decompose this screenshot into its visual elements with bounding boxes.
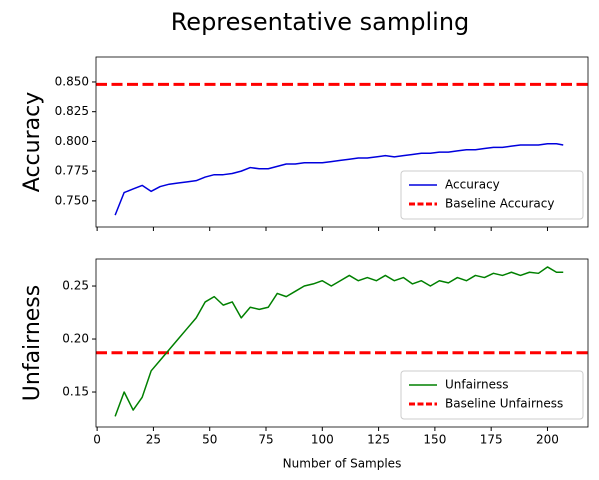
axes-frame — [95, 258, 589, 428]
x-tick-label: 0 — [93, 433, 101, 447]
legend-box — [400, 170, 584, 220]
legend-label: Baseline Unfairness — [445, 397, 563, 411]
legend-label: Unfairness — [445, 378, 509, 392]
y-tick-label: 0.15 — [62, 385, 89, 399]
y-axis-label: Unfairness — [20, 285, 45, 401]
x-tick-label: 75 — [258, 433, 273, 447]
x-tick-label: 25 — [146, 433, 161, 447]
x-tick-label: 50 — [202, 433, 217, 447]
y-tick-label: 0.850 — [55, 74, 89, 88]
y-tick-label: 0.775 — [55, 164, 89, 178]
data-line — [114, 143, 564, 216]
legend: Unfairness Baseline Unfairness — [400, 370, 584, 420]
y-tick-label: 0.750 — [55, 193, 89, 207]
x-tick-label: 100 — [311, 433, 334, 447]
legend-label: Baseline Accuracy — [445, 197, 554, 211]
axes-frame — [95, 56, 589, 228]
y-tick-label: 0.25 — [62, 279, 89, 293]
y-tick-label: 0.20 — [62, 332, 89, 346]
x-tick-label: 150 — [423, 433, 446, 447]
x-tick-label: 200 — [536, 433, 559, 447]
data-line — [114, 266, 564, 417]
legend: Accuracy Baseline Accuracy — [400, 170, 584, 220]
x-tick-label: 125 — [367, 433, 390, 447]
x-tick-label: 175 — [480, 433, 503, 447]
x-axis-label: Number of Samples — [283, 457, 402, 471]
figure-title: Representative sampling — [171, 8, 470, 36]
y-tick-label: 0.825 — [55, 104, 89, 118]
y-axis-label: Accuracy — [20, 92, 45, 192]
legend-label: Accuracy — [445, 178, 500, 192]
y-tick-label: 0.800 — [55, 134, 89, 148]
legend-box — [400, 370, 584, 420]
